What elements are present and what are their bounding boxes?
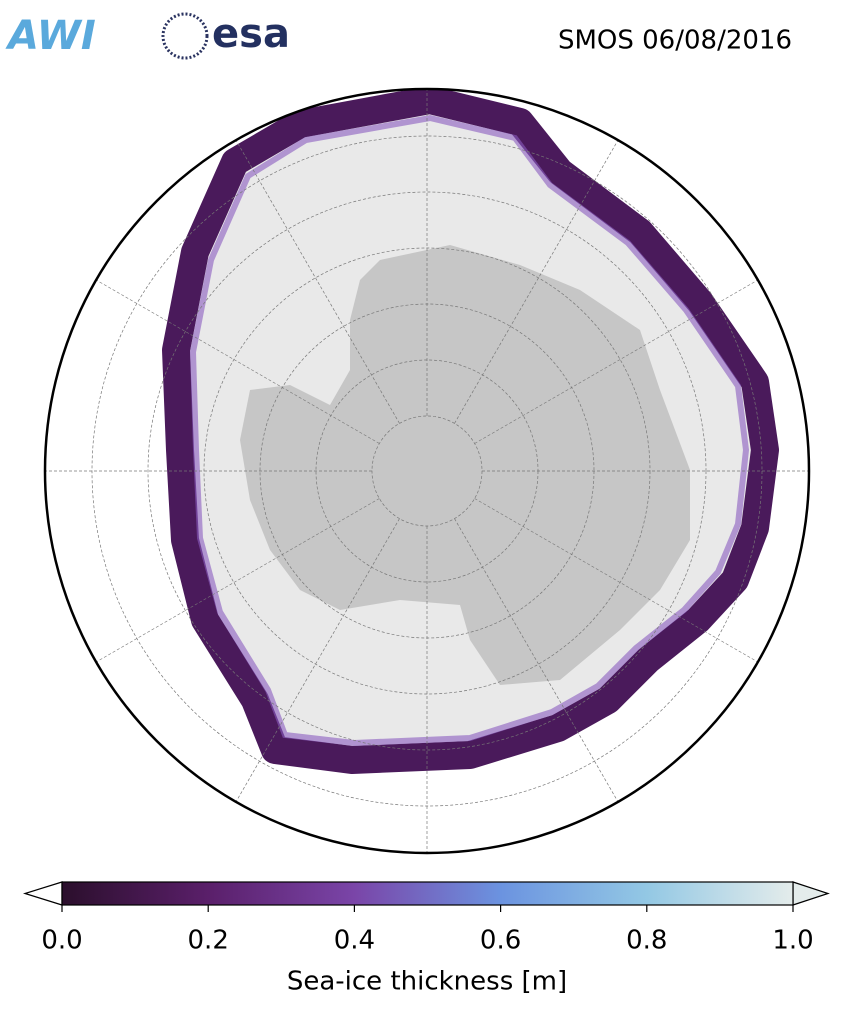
colorbar-tick-label: 0.0 bbox=[41, 926, 82, 956]
antarctica bbox=[240, 245, 690, 685]
colorbar-gradient bbox=[61, 881, 794, 906]
colorbar-tick-label: 0.6 bbox=[480, 926, 521, 956]
map-title: SMOS 06/08/2016 bbox=[558, 26, 792, 56]
meridian bbox=[231, 133, 400, 424]
meridian bbox=[474, 275, 765, 444]
colorbar-extend-min bbox=[22, 881, 63, 906]
meridian bbox=[454, 518, 623, 809]
colorbar-tick-label: 1.0 bbox=[772, 926, 813, 956]
awi-logo: AWI bbox=[5, 13, 96, 59]
map-frame bbox=[43, 87, 811, 855]
meridian bbox=[89, 498, 380, 667]
meridian bbox=[454, 133, 623, 424]
colorbar-extend-max bbox=[792, 881, 830, 906]
map bbox=[45, 89, 809, 853]
graticule bbox=[45, 89, 809, 853]
esa-emblem bbox=[161, 12, 209, 60]
meridian bbox=[474, 498, 765, 667]
meridian bbox=[89, 275, 380, 444]
ice-inner-band bbox=[189, 114, 750, 747]
esa-logo: esa bbox=[212, 11, 290, 57]
colorbar-label: Sea-ice thickness [m] bbox=[287, 967, 567, 997]
colorbar: Sea-ice thickness [m] 0.0 0.2 0.4 0.6 0.8 1.0 bbox=[22, 881, 830, 997]
colorbar-tick-label: 0.4 bbox=[334, 926, 375, 956]
colorbar-tick-label: 0.8 bbox=[626, 926, 667, 956]
colorbar-tick-label: 0.2 bbox=[188, 926, 229, 956]
meridian bbox=[231, 518, 400, 809]
